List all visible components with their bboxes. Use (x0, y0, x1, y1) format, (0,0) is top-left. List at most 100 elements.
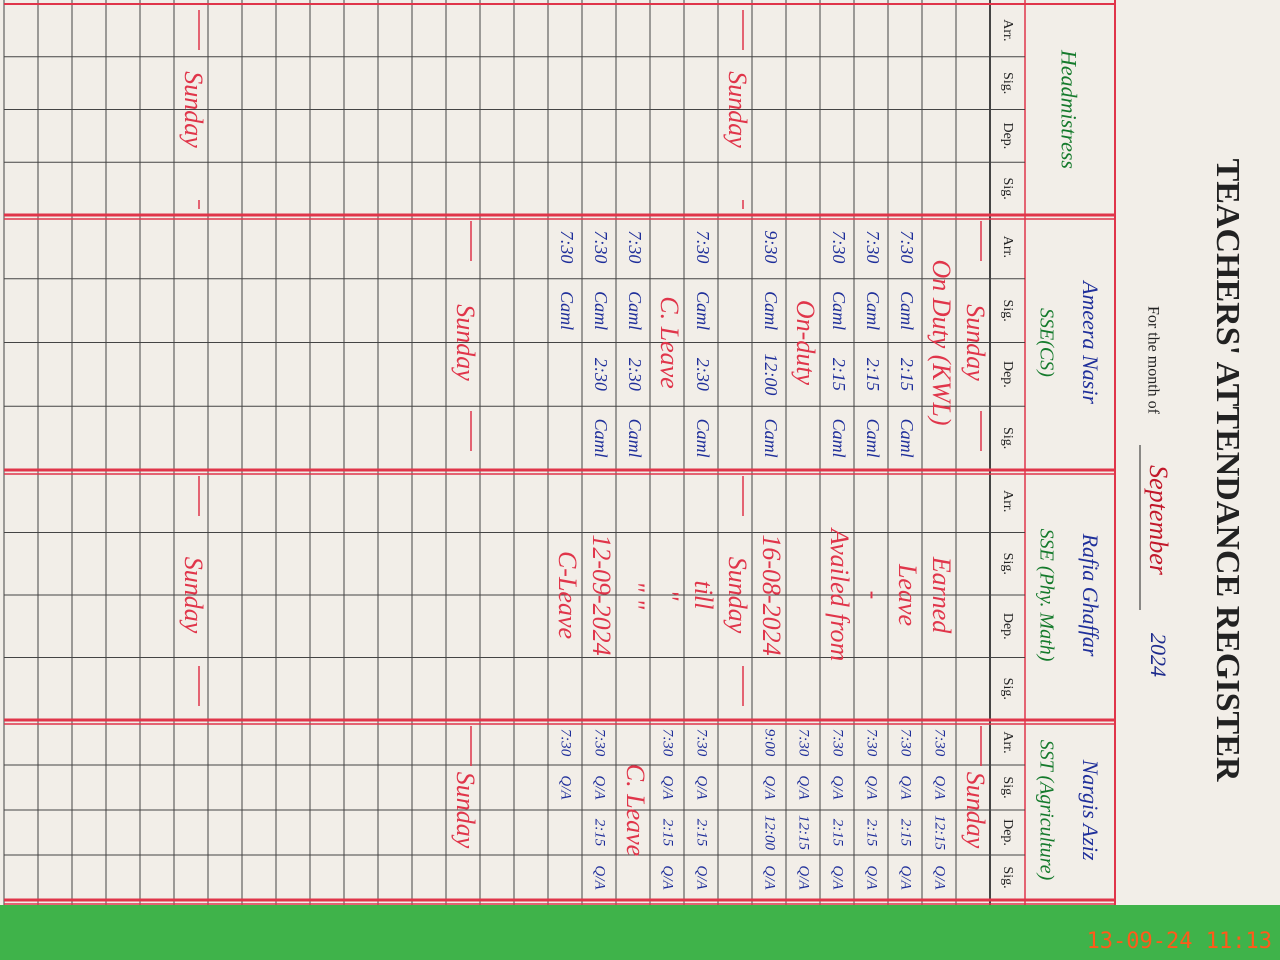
teacher-designation: SSE(CS) (1035, 308, 1057, 377)
time-entry: 7:30 (558, 729, 574, 757)
cell-note: Earned (927, 556, 956, 635)
signature: Caml (557, 291, 577, 330)
signature: Q/A (864, 865, 880, 890)
time-entry: 7:30 (863, 230, 883, 263)
time-entry: 2:15 (863, 358, 883, 391)
cell-note: Sunday (179, 71, 208, 148)
cell-note: Sunday (723, 557, 752, 634)
signature: Caml (829, 291, 849, 330)
time-entry: 2:15 (864, 819, 880, 847)
time-entry: 2:15 (694, 819, 710, 847)
time-entry: 7:30 (557, 230, 577, 263)
signature: Caml (863, 291, 883, 330)
column-header: Dep. (1000, 361, 1015, 388)
column-header: Dep. (1000, 819, 1015, 846)
cell-note: C. Leave (621, 764, 650, 856)
teacher-name: Rafia Ghaffar (1078, 533, 1103, 657)
signature: Q/A (796, 865, 812, 890)
cell-note: Sunday (961, 772, 990, 849)
time-entry: 12:00 (762, 815, 778, 850)
cell-note: C. Leave (655, 296, 684, 388)
time-entry: 7:30 (829, 230, 849, 263)
signature: Q/A (592, 865, 608, 890)
time-entry: 2:15 (592, 819, 608, 847)
time-entry: 2:15 (829, 358, 849, 391)
teacher-name: Ameera Nasir (1078, 279, 1103, 404)
column-header: Sig. (1000, 300, 1015, 322)
column-header: Arr. (1000, 490, 1015, 512)
signature: Caml (693, 291, 713, 330)
signature: Caml (693, 419, 713, 458)
cell-note: - (859, 591, 888, 600)
cell-note: Sunday (451, 772, 480, 849)
cell-note: Sunday (451, 304, 480, 381)
signature: Caml (829, 419, 849, 458)
signature: Q/A (660, 775, 676, 800)
column-header: Sig. (1000, 427, 1015, 449)
title: TEACHERS' ATTENDANCE REGISTER (1209, 159, 1246, 782)
time-entry: 2:30 (625, 358, 645, 391)
time-entry: 12:15 (796, 815, 812, 850)
time-entry: 7:30 (694, 729, 710, 757)
signature: Caml (863, 419, 883, 458)
signature: Caml (761, 419, 781, 458)
cell-note: On-duty (791, 300, 820, 386)
signature: Caml (591, 419, 611, 458)
signature: Q/A (830, 865, 846, 890)
time-entry: 9:30 (761, 230, 781, 263)
teacher-name: Nargis Aziz (1078, 759, 1103, 861)
time-entry: 9:00 (762, 729, 778, 757)
time-entry: 12:00 (761, 353, 781, 395)
time-entry: 7:30 (796, 729, 812, 757)
teacher-designation: SST (Agriculture) (1035, 740, 1057, 881)
signature: Q/A (558, 775, 574, 800)
column-header: Sig. (1000, 72, 1015, 94)
cover-edge (0, 905, 1280, 960)
time-entry: 7:30 (625, 230, 645, 263)
signature: Q/A (660, 865, 676, 890)
cell-note: 12-09-2024 (587, 534, 616, 655)
cell-note: Sunday (961, 304, 990, 381)
cell-note: " " (621, 581, 650, 609)
cell-note: On Duty (KWL) (927, 259, 956, 425)
time-entry: 7:30 (592, 729, 608, 757)
column-header: Arr. (1000, 19, 1015, 41)
signature: Caml (625, 419, 645, 458)
column-header: Sig. (1000, 678, 1015, 700)
signature: Q/A (694, 775, 710, 800)
time-entry: 2:15 (898, 819, 914, 847)
month: September (1144, 465, 1173, 576)
content: Arr. Sig. Dep. Sig. Headmistress Arr. Sig. Dep.… (179, 19, 1103, 890)
signature: Caml (897, 291, 917, 330)
time-entry: 7:30 (897, 230, 917, 263)
column-header: Dep. (1000, 613, 1015, 640)
signature: Caml (761, 291, 781, 330)
time-entry: 2:30 (693, 358, 713, 391)
time-entry: 7:30 (864, 729, 880, 757)
signature: Q/A (830, 775, 846, 800)
signature: Q/A (898, 775, 914, 800)
signature: Q/A (864, 775, 880, 800)
signature: Caml (591, 291, 611, 330)
signature: Q/A (592, 775, 608, 800)
time-entry: 2:15 (660, 819, 676, 847)
cell-note: Leave (893, 563, 922, 626)
signature: Q/A (932, 775, 948, 800)
cell-note: C-Leave (553, 551, 582, 639)
signature: Q/A (796, 775, 812, 800)
cell-note: Availed from (825, 527, 854, 662)
column-header: Arr. (1000, 731, 1015, 753)
column-header: Sig. (1000, 866, 1015, 888)
cell-note: 16-08-2024 (757, 534, 786, 655)
timestamp: 13-09-24 11:13 (1086, 929, 1272, 954)
month-label: For the month of (1144, 306, 1161, 415)
teacher-name: Headmistress (1056, 49, 1081, 169)
signature: Caml (625, 291, 645, 330)
column-header: Sig. (1000, 776, 1015, 798)
signature: Q/A (932, 865, 948, 890)
signature: Q/A (694, 865, 710, 890)
column-header: Sig. (1000, 178, 1015, 200)
teacher-designation: SSE (Phy. Math) (1035, 529, 1057, 662)
